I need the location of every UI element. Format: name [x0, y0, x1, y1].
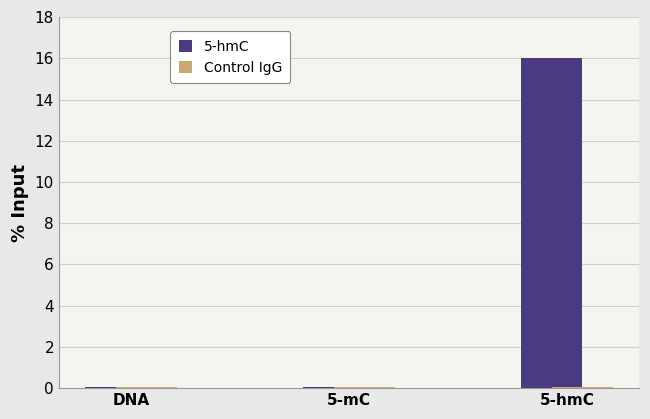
Legend: 5-hmC, Control IgG: 5-hmC, Control IgG — [170, 31, 291, 83]
Bar — [85, 387, 146, 388]
Bar — [333, 387, 395, 388]
Bar — [303, 387, 364, 388]
Bar — [521, 58, 582, 388]
Bar — [551, 387, 612, 388]
Y-axis label: % Input: % Input — [11, 163, 29, 242]
Bar — [116, 387, 177, 388]
